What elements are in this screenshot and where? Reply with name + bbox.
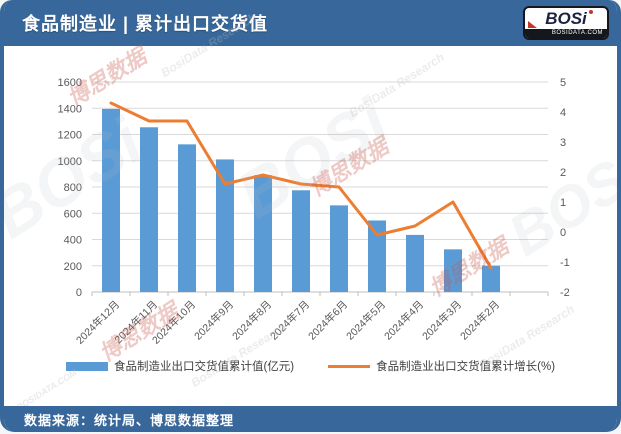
left-axis-tick-label: 200 [64,261,82,273]
bar [292,190,310,292]
line-series-label: 食品制造业出口交货值累计增长(%) [376,361,556,373]
bar-series-swatch [65,361,108,371]
bar [482,265,500,292]
bar [406,234,424,292]
right-axis-tick-label: -2 [560,287,570,299]
line-series-swatch [328,364,371,368]
footer-bar: 数据来源：统计局、博思数据整理 [4,406,617,432]
left-axis-tick-label: 0 [76,287,82,299]
right-axis-tick-label: 4 [560,107,566,119]
right-axis-tick-label: -1 [560,257,570,269]
bosi-logo-mark: BOSi [525,8,607,29]
left-axis-tick-label: 800 [64,182,82,194]
bar [444,249,462,292]
left-axis-tick-label: 1600 [58,77,82,89]
bar [254,175,272,292]
left-axis-tick-label: 1200 [58,130,82,142]
bosi-logo: BOSi BOSIDATA.COM [523,6,609,40]
right-axis-tick-label: 5 [560,77,566,89]
bar [368,220,386,292]
logo-red-wedge-icon [528,21,537,28]
right-axis-tick-label: 3 [560,137,566,149]
chart-legend: 食品制造业出口交货值累计值(亿元) 食品制造业出口交货值累计增长(%) [4,358,617,374]
right-axis-tick-label: 0 [560,227,566,239]
logo-red-dot-icon [589,10,593,14]
left-axis-tick-label: 600 [64,208,82,220]
page-title: 食品制造业 | 累计出口交货值 [22,14,269,34]
left-axis-tick-label: 400 [64,235,82,247]
bar-series-label: 食品制造业出口交货值累计值(亿元) [113,361,295,373]
logo-domain: BOSIDATA.COM [525,29,607,38]
x-axis-category-label: 2024年6月 [305,298,350,343]
bar [140,127,158,292]
x-axis-category-label: 2024年7月 [267,298,312,343]
bar [216,159,234,292]
x-axis-category-label: 2024年4月 [381,298,426,343]
logo-wordmark: BOSi [545,9,587,28]
legend-item-line: 食品制造业出口交货值累计增长(%) [328,358,555,374]
x-axis-category-label: 2024年2月 [457,298,502,343]
bar [330,205,348,292]
x-axis-category-label: 2024年3月 [419,298,464,343]
bar [178,144,196,292]
right-axis-tick-label: 1 [560,197,566,209]
header-bar: 食品制造业 | 累计出口交货值 BOSi BOSIDATA.COM [4,0,617,46]
growth-line [109,101,493,270]
combo-chart: 0 200 400 600 800 1000 1200 1400 1600 5 4 3 2 1 0 -1 -2 2… [58,77,570,347]
x-axis-category-label: 2024年8月 [229,298,274,343]
bar [102,108,120,292]
left-axis-tick-label: 1000 [58,156,82,168]
data-source-note: 数据来源：统计局、博思数据整理 [24,412,235,428]
x-axis-category-label: 2024年9月 [191,298,236,343]
right-axis-tick-label: 2 [560,167,566,179]
legend-item-bars: 食品制造业出口交货值累计值(亿元) [65,358,295,374]
left-axis-tick-label: 1400 [58,103,82,115]
x-axis-category-label: 2024年5月 [343,298,388,343]
